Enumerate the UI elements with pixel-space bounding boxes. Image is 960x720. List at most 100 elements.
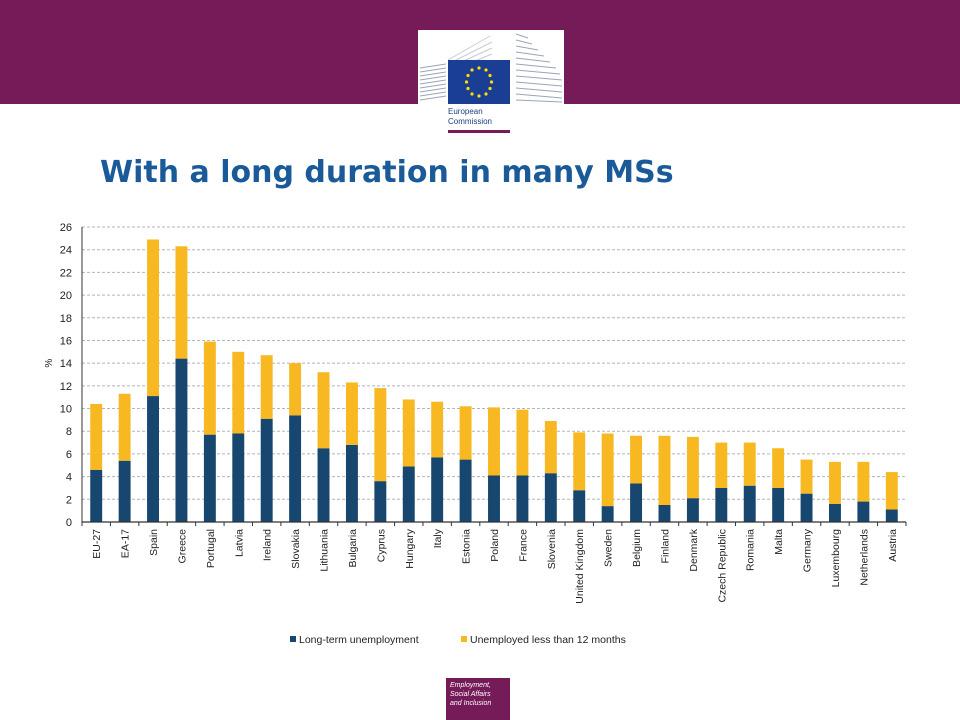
footer-line2: Social Affairs xyxy=(450,691,491,698)
bar-long-term xyxy=(686,498,699,522)
legend-label: Long-term unemployment xyxy=(299,634,419,646)
x-tick-label: Lithuania xyxy=(319,529,331,572)
x-tick-label: Ireland xyxy=(262,529,274,561)
bar-long-term xyxy=(544,473,557,522)
y-tick-label: 16 xyxy=(60,335,72,347)
bar-long-term xyxy=(516,475,529,522)
y-tick-label: 10 xyxy=(60,404,72,416)
logo-text-line1: European xyxy=(448,107,483,116)
bar-long-term xyxy=(345,444,358,522)
bar-long-term xyxy=(431,457,444,522)
bar-long-term xyxy=(800,493,813,522)
bar-short-term xyxy=(118,393,131,461)
x-tick-label: EA-17 xyxy=(120,529,132,558)
y-tick-label: 14 xyxy=(60,358,72,370)
logo-text: European Commission xyxy=(448,107,510,127)
bar-long-term xyxy=(90,469,103,522)
y-tick-label: 24 xyxy=(60,245,72,257)
x-tick-label: Finland xyxy=(659,529,671,564)
bar-short-term xyxy=(800,459,813,494)
y-tick-label: 20 xyxy=(60,290,72,302)
bar-long-term xyxy=(715,487,728,522)
x-tick-label: Belgium xyxy=(631,529,643,567)
dg-footer-logo: Employment, Social Affairs and Inclusion xyxy=(446,678,510,720)
bar-short-term xyxy=(374,388,387,482)
bar-long-term xyxy=(260,418,273,522)
x-tick-label: United Kingdom xyxy=(574,529,586,604)
bar-long-term xyxy=(885,509,898,522)
x-tick-label: Hungary xyxy=(404,528,416,568)
x-tick-label: Luxembourg xyxy=(830,529,842,588)
bar-short-term xyxy=(516,409,529,476)
bar-short-term xyxy=(147,239,160,397)
bar-long-term xyxy=(743,485,756,522)
bar-short-term xyxy=(232,351,245,434)
x-tick-label: France xyxy=(517,529,529,562)
bar-short-term xyxy=(686,436,699,499)
bar-short-term xyxy=(857,461,870,502)
bar-short-term xyxy=(715,442,728,488)
x-tick-label: Cyprus xyxy=(375,529,387,562)
x-tick-label: Netherlands xyxy=(858,529,870,586)
x-tick-label: Austria xyxy=(887,529,899,562)
x-tick-label: Portugal xyxy=(205,529,217,568)
x-tick-label: Romania xyxy=(745,529,757,571)
legend-swatch xyxy=(461,636,467,642)
x-tick-label: EU-27 xyxy=(91,529,103,559)
bar-short-term xyxy=(573,432,586,491)
legend-swatch xyxy=(290,636,296,642)
footer-line3: and Inclusion xyxy=(450,700,492,707)
bar-short-term xyxy=(828,461,841,504)
x-tick-label: Bulgaria xyxy=(347,529,359,568)
x-tick-label: Poland xyxy=(489,529,501,562)
x-tick-label: Sweden xyxy=(603,529,615,567)
y-axis-label: % xyxy=(44,359,55,368)
bar-long-term xyxy=(203,434,216,522)
y-tick-label: 26 xyxy=(60,222,72,234)
eu-stars-icon xyxy=(464,66,494,98)
bar-short-term xyxy=(317,372,330,449)
y-tick-label: 0 xyxy=(66,517,72,529)
bar-short-term xyxy=(885,472,898,510)
logo-text-line2: Commission xyxy=(448,117,493,126)
bar-long-term xyxy=(317,448,330,522)
bar-long-term xyxy=(374,481,387,522)
x-tick-label: Spain xyxy=(148,529,160,556)
bar-long-term xyxy=(828,503,841,522)
bar-long-term xyxy=(857,501,870,522)
bar-short-term xyxy=(402,399,415,467)
bar-short-term xyxy=(459,406,472,460)
bar-short-term xyxy=(743,442,756,486)
y-tick-label: 2 xyxy=(66,494,72,506)
bar-short-term xyxy=(630,435,643,484)
bar-long-term xyxy=(459,459,472,522)
bar-short-term xyxy=(90,404,103,470)
bar-long-term xyxy=(232,433,245,522)
logo-rule xyxy=(448,130,510,133)
slide-title: With a long duration in many MSs xyxy=(100,155,674,190)
bar-long-term xyxy=(402,466,415,522)
bar-long-term xyxy=(573,490,586,522)
bar-long-term xyxy=(630,483,643,522)
x-tick-label: Slovenia xyxy=(546,529,558,569)
bar-short-term xyxy=(431,401,444,458)
y-tick-label: 22 xyxy=(60,267,72,279)
bar-long-term xyxy=(658,504,671,522)
legend-label: Unemployed less than 12 months xyxy=(470,634,626,646)
bar-long-term xyxy=(175,358,188,522)
bar-long-term xyxy=(118,460,131,522)
footer-line1: Employment, xyxy=(450,682,491,689)
bar-short-term xyxy=(175,246,188,359)
x-tick-label: Slovakia xyxy=(290,529,302,569)
x-tick-label: Italy xyxy=(432,528,444,548)
y-tick-label: 8 xyxy=(66,426,72,438)
bar-long-term xyxy=(772,487,785,522)
bar-short-term xyxy=(658,435,671,505)
x-tick-label: Estonia xyxy=(461,529,473,564)
bar-short-term xyxy=(488,407,500,476)
european-commission-logo xyxy=(418,30,564,134)
y-tick-label: 18 xyxy=(60,313,72,325)
x-tick-label: Latvia xyxy=(233,529,245,557)
y-tick-label: 12 xyxy=(60,381,72,393)
